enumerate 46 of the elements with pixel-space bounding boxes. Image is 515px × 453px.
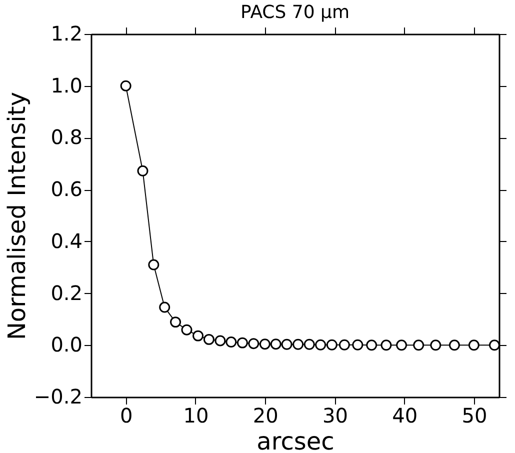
- point: [468, 340, 480, 351]
- x-tick-label: 50: [462, 404, 488, 428]
- point: [137, 165, 148, 176]
- point: [259, 338, 270, 350]
- point: [315, 339, 326, 350]
- point: [148, 259, 160, 270]
- point: [203, 334, 214, 345]
- x-tick-label: 10: [183, 404, 209, 428]
- point: [226, 336, 237, 348]
- point: [170, 316, 182, 328]
- y-axis-title: Normalised Intensity: [2, 92, 31, 340]
- point: [270, 338, 282, 350]
- y-tick-label: 0.6: [50, 177, 82, 202]
- point: [396, 340, 408, 351]
- point: [304, 338, 315, 350]
- point: [236, 337, 248, 348]
- y-tick-label: 1.2: [50, 22, 82, 46]
- y-tick-label: −0.2: [34, 384, 82, 408]
- x-axis-title: arcsec: [256, 428, 334, 453]
- y-tick-label: 1.0: [50, 73, 82, 98]
- y-tick-label: 0.2: [50, 280, 82, 305]
- point: [120, 80, 132, 92]
- point: [430, 340, 442, 351]
- point: [292, 338, 304, 350]
- chart-title: PACS 70 μm: [240, 2, 350, 23]
- point: [352, 339, 364, 350]
- x-tick-label: 20: [252, 404, 278, 428]
- point: [281, 338, 292, 350]
- point: [159, 302, 170, 313]
- point: [181, 324, 192, 336]
- point: [413, 340, 424, 351]
- x-tick-label: 30: [322, 404, 348, 428]
- point: [448, 340, 460, 351]
- point: [326, 339, 338, 350]
- point: [338, 339, 350, 350]
- y-tick-label: 0.8: [50, 125, 82, 150]
- point: [192, 330, 204, 342]
- y-tick-label: 0.4: [50, 228, 82, 253]
- point: [366, 340, 378, 351]
- x-tick-label: 40: [392, 404, 418, 428]
- y-tick-label: 0.0: [50, 332, 82, 357]
- point: [380, 340, 392, 351]
- point: [214, 335, 226, 346]
- x-tick-label: 0: [120, 404, 133, 428]
- point: [248, 338, 260, 350]
- point: [488, 340, 499, 351]
